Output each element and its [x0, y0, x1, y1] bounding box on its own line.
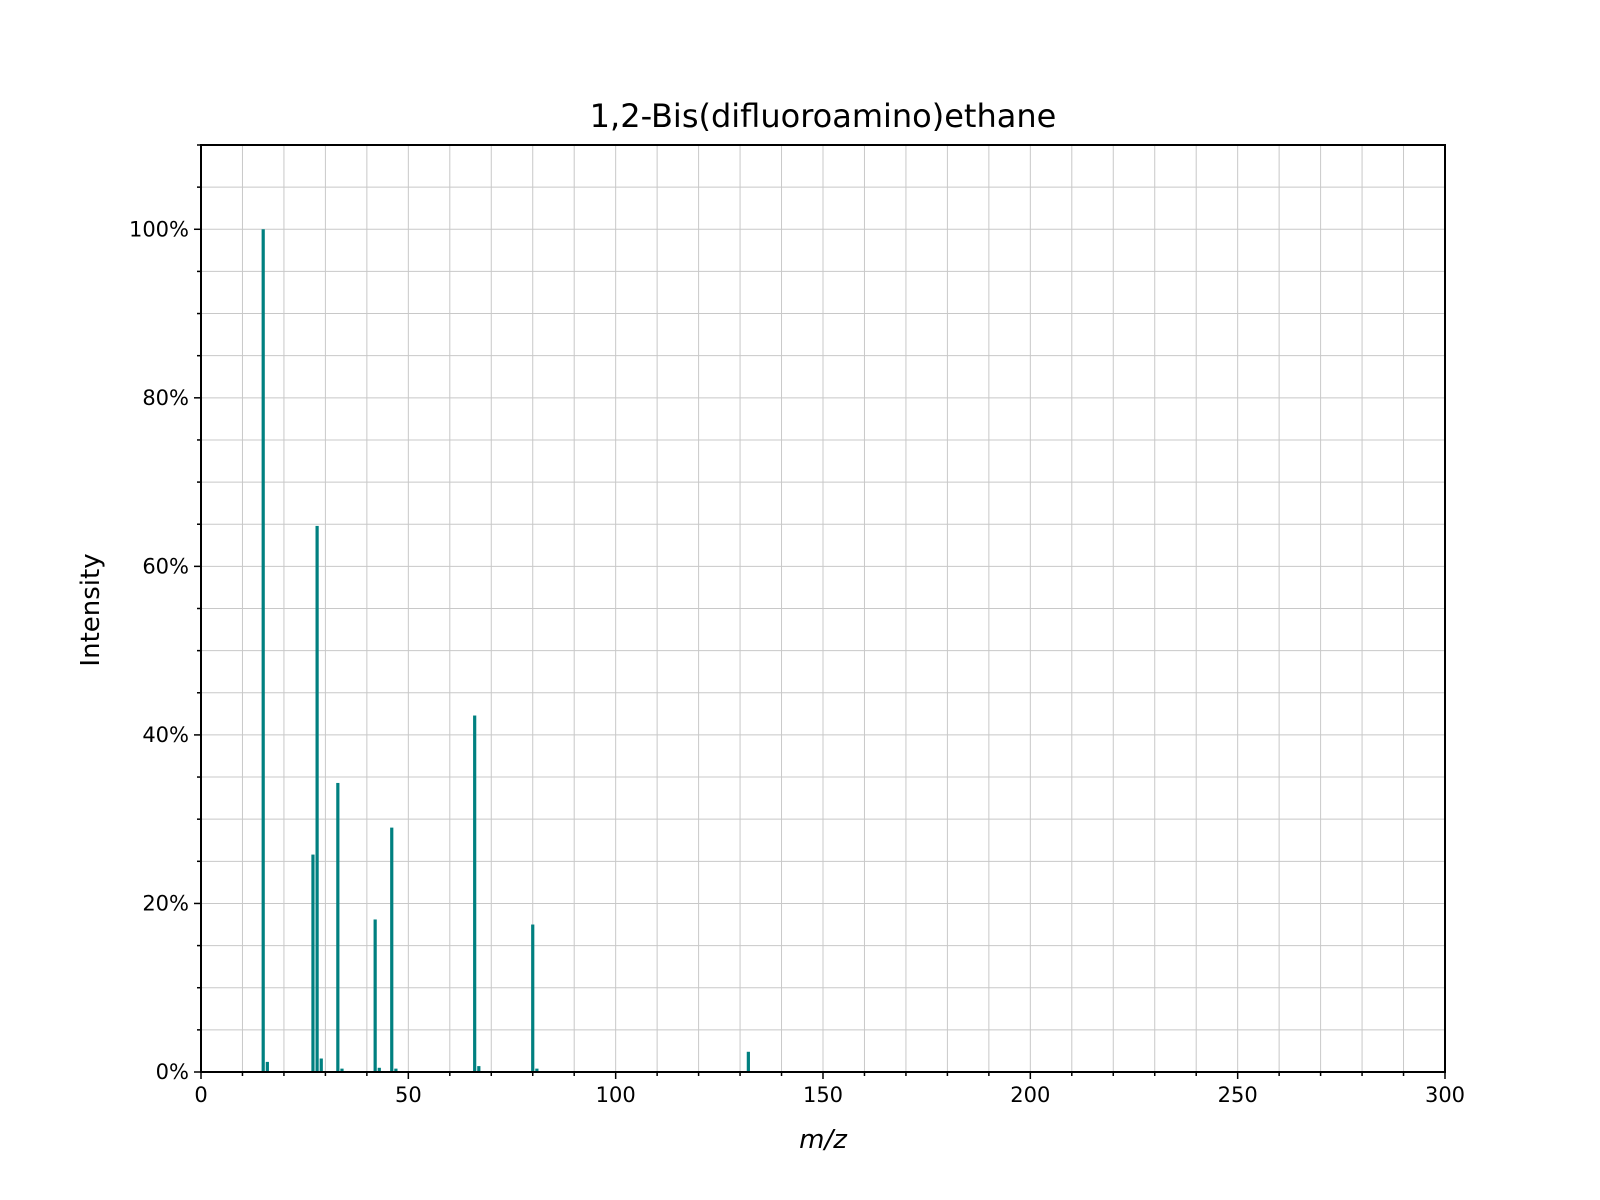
spectrum-bar [315, 525, 319, 1072]
x-tick-label: 300 [1425, 1083, 1465, 1107]
x-tick-label: 0 [194, 1083, 207, 1107]
spectrum-bar [373, 919, 377, 1072]
spectrum-bar [477, 1066, 481, 1072]
y-axis-label: Intensity [76, 553, 106, 666]
spectrum-bar [531, 924, 535, 1072]
spectrum-bar [265, 1061, 269, 1072]
spectrum-bar [261, 229, 265, 1073]
grid-lines [201, 145, 1445, 1072]
spectrum-bar [535, 1068, 539, 1072]
spectrum-bar [473, 715, 477, 1072]
spectrum-bar [319, 1058, 323, 1072]
y-tick-label: 80% [142, 386, 189, 410]
spectrum-bar [377, 1067, 381, 1072]
x-tick-label: 50 [395, 1083, 422, 1107]
y-tick-label: 100% [129, 217, 189, 241]
y-tick-label: 60% [142, 554, 189, 578]
spectrum-bar [340, 1068, 344, 1072]
bars [261, 229, 750, 1073]
spectrum-bar [394, 1068, 398, 1072]
spectrum-bar [311, 854, 315, 1072]
spectrum-bar [390, 827, 394, 1072]
x-tick-label: 250 [1218, 1083, 1258, 1107]
y-tick-label: 0% [156, 1060, 189, 1084]
spectrum-bar [336, 782, 340, 1072]
x-axis-label: m/z [799, 1125, 848, 1155]
x-tick-label: 100 [596, 1083, 636, 1107]
spectrum-bar [746, 1051, 750, 1072]
axis-ticks: 0 50 100 150 200 250 300 0% 20% 40% 60% 80% 100% [129, 144, 1465, 1107]
x-tick-label: 200 [1010, 1083, 1050, 1107]
y-tick-label: 20% [142, 891, 189, 915]
x-tick-label: 150 [803, 1083, 843, 1107]
y-tick-label: 40% [142, 723, 189, 747]
chart-title: 1,2-Bis(difluoroamino)ethane [590, 97, 1057, 135]
